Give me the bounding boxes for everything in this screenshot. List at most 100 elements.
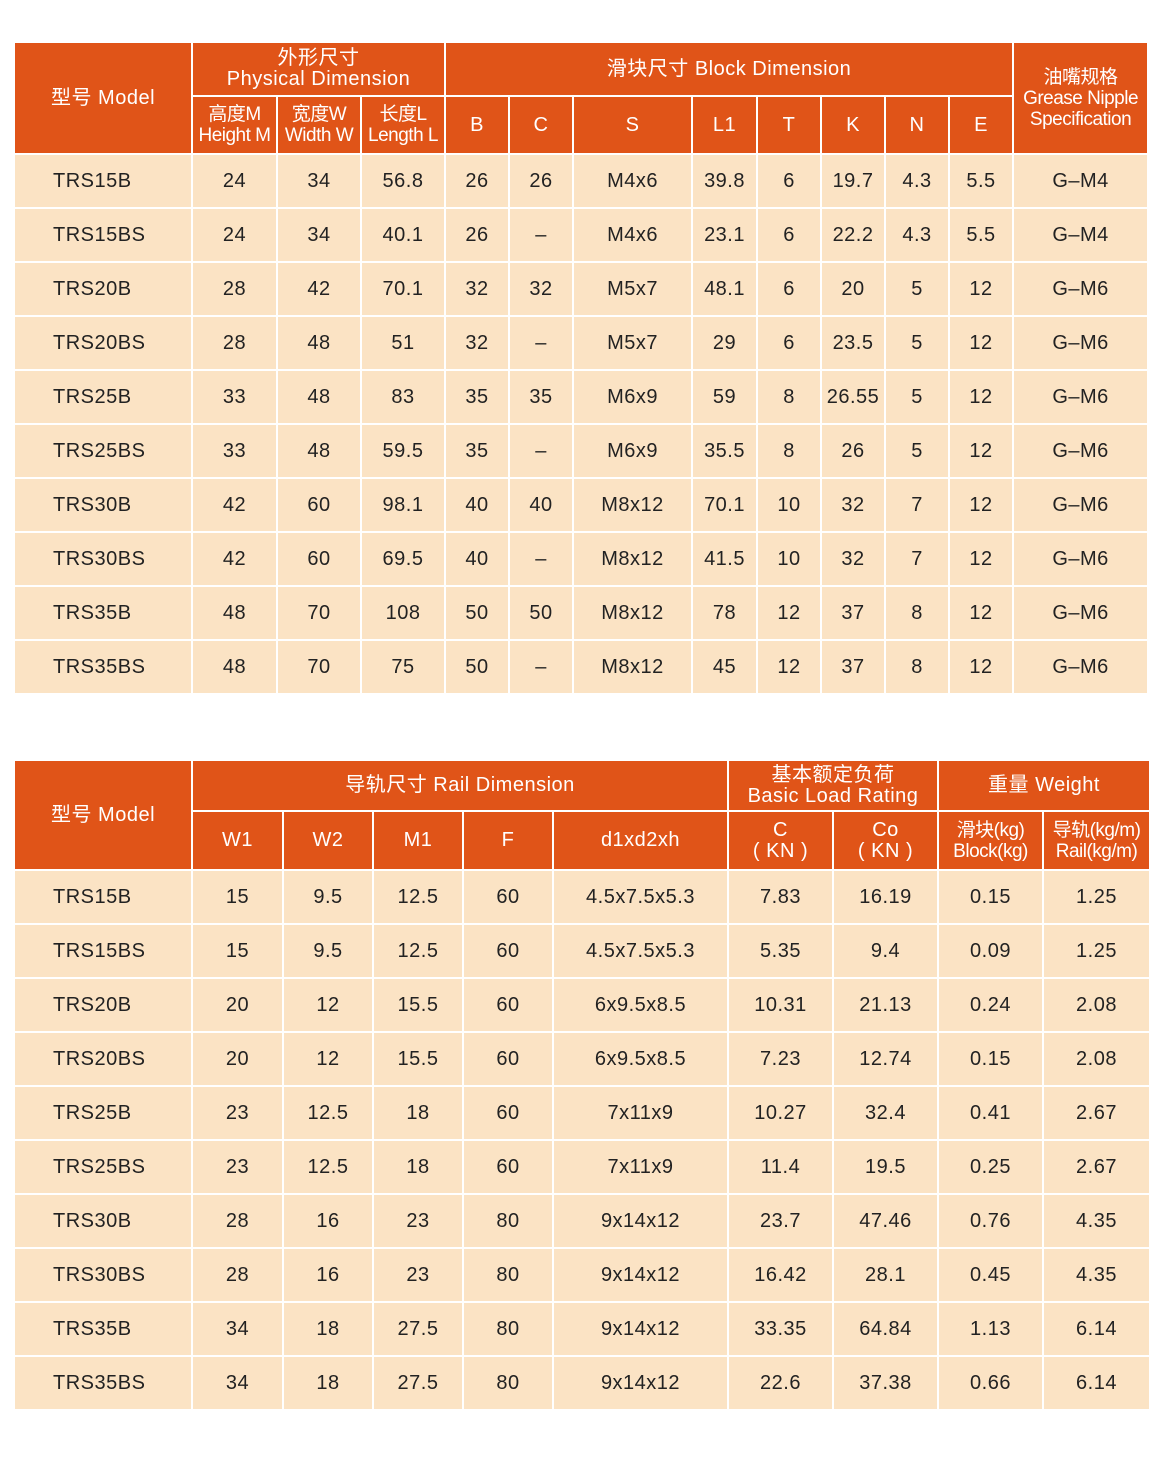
header-height-cn: 高度M [208, 104, 261, 125]
header-col-n: N [884, 95, 951, 155]
table-cell: 33.35 [727, 1301, 834, 1357]
model-cell: TRS25B [13, 1085, 193, 1141]
table-cell: 35 [444, 423, 511, 479]
header-col-w2: W2 [282, 810, 374, 871]
table-cell: – [508, 315, 575, 371]
table-cell: 40 [444, 531, 511, 587]
model-cell: TRS35B [13, 585, 193, 641]
table-cell: 10 [756, 531, 823, 587]
table-cell: 80 [462, 1355, 554, 1411]
table-cell: G–M4 [1012, 207, 1150, 263]
table-cell: 4.5x7.5x5.3 [552, 923, 729, 979]
table-cell: 12 [948, 369, 1015, 425]
table-cell: 34 [191, 1355, 284, 1411]
table-cell: 9x14x12 [552, 1247, 729, 1303]
table-cell: 23 [191, 1139, 284, 1195]
header-rail-weight: 导轨(kg/m) Rail(kg/m) [1042, 810, 1152, 871]
table-cell: 4.35 [1042, 1247, 1152, 1303]
table-cell: 22.2 [820, 207, 887, 263]
table-cell: 12 [948, 261, 1015, 317]
table-cell: 108 [359, 585, 447, 641]
table-cell: 20 [191, 977, 284, 1033]
table-cell: 34 [191, 1301, 284, 1357]
table-cell: 48 [191, 639, 278, 695]
table-cell: 34 [276, 153, 362, 209]
header-model: 型号 Model [13, 41, 193, 155]
table-cell: 16.42 [727, 1247, 834, 1303]
table-cell: M8x12 [572, 477, 694, 533]
table-cell: 5 [884, 369, 951, 425]
table-cell: 70.1 [691, 477, 759, 533]
table-cell: M6x9 [572, 369, 694, 425]
table-cell: 1.25 [1042, 869, 1152, 925]
table-cell: 5.35 [727, 923, 834, 979]
table-cell: 12.5 [372, 923, 464, 979]
table-cell: – [508, 531, 575, 587]
header-physical-dimension: 外形尺寸 Physical Dimension [190, 41, 447, 97]
table-row: TRS30B 42 60 98.1 40 40 M8x12 70.1 10 32 7 12 G–M6 [13, 477, 1150, 533]
table-cell: 5 [884, 315, 951, 371]
table-cell: 50 [444, 585, 511, 641]
table-cell: 16 [282, 1247, 374, 1303]
table-cell: M8x12 [572, 639, 694, 695]
table-cell: 15.5 [372, 1031, 464, 1087]
model-cell: TRS20BS [13, 315, 193, 371]
table-cell: 20 [191, 1031, 284, 1087]
table-cell: 83 [359, 369, 447, 425]
table-cell: 40 [444, 477, 511, 533]
table-cell: 0.66 [937, 1355, 1045, 1411]
model-cell: TRS25B [13, 369, 193, 425]
model-cell: TRS30B [13, 477, 193, 533]
table-cell: – [508, 423, 575, 479]
table-cell: 33 [191, 423, 278, 479]
table-cell: 21.13 [831, 977, 940, 1033]
table-cell: 7.83 [727, 869, 834, 925]
header-load-en: Basic Load Rating [747, 784, 919, 807]
header-col-w1: W1 [191, 810, 284, 871]
table-cell: 75 [359, 639, 447, 695]
table-cell: 26.55 [820, 369, 887, 425]
table-cell: 80 [462, 1193, 554, 1249]
table-cell: 32 [444, 261, 511, 317]
table-cell: G–M6 [1012, 531, 1150, 587]
table-cell: 4.3 [884, 207, 951, 263]
header-co-label: Co [872, 818, 899, 841]
header-c-unit: ( KN ) [752, 839, 809, 862]
table-cell: 12 [756, 585, 823, 641]
table-row: TRS25BS 33 48 59.5 35– M6x9 35.5 8 26 5 12 G–M6 [13, 423, 1150, 479]
table-cell: 27.5 [372, 1301, 464, 1357]
header-grease-nipple: 油嘴规格 Grease Nipple Specification [1012, 41, 1150, 155]
table-cell: 26 [444, 153, 511, 209]
header-block-weight-en: Block(kg) [953, 840, 1028, 862]
table-cell: 0.25 [937, 1139, 1045, 1195]
table-cell: G–M6 [1012, 369, 1150, 425]
table-cell: 9x14x12 [552, 1301, 729, 1357]
model-cell: TRS15BS [13, 207, 193, 263]
table-cell: M6x9 [572, 423, 694, 479]
table-cell: 0.41 [937, 1085, 1045, 1141]
table-cell: 42 [191, 531, 278, 587]
table-cell: M8x12 [572, 585, 694, 641]
table-row: TRS20BS 28 48 51 32– M5x7 29 6 23.5 5 12 G–M6 [13, 315, 1150, 371]
table-cell: M4x6 [572, 153, 694, 209]
table-row: TRS20B 20 12 15.5 60 6x9.5x8.5 10.31 21.13 0.24 2… [13, 977, 1152, 1033]
table-cell: 39.8 [691, 153, 759, 209]
model-cell: TRS35BS [13, 639, 193, 695]
table-cell: 15 [191, 923, 284, 979]
table-cell: M5x7 [572, 315, 694, 371]
table-cell: 12 [948, 585, 1015, 641]
table-cell: 12.5 [282, 1085, 374, 1141]
table-cell: 9x14x12 [552, 1355, 729, 1411]
table-cell: 15 [191, 869, 284, 925]
table-cell: 60 [462, 1031, 554, 1087]
table-cell: 50 [444, 639, 511, 695]
table-cell: 10 [756, 477, 823, 533]
table-cell: 35 [444, 369, 511, 425]
table-cell: 0.45 [937, 1247, 1045, 1303]
table-cell: 48.1 [691, 261, 759, 317]
table-cell: 40.1 [359, 207, 447, 263]
table-cell: 29 [691, 315, 759, 371]
header-height: 高度M Height M [191, 95, 278, 155]
header-weight: 重量 Weight [937, 759, 1152, 812]
table-cell: 0.24 [937, 977, 1045, 1033]
